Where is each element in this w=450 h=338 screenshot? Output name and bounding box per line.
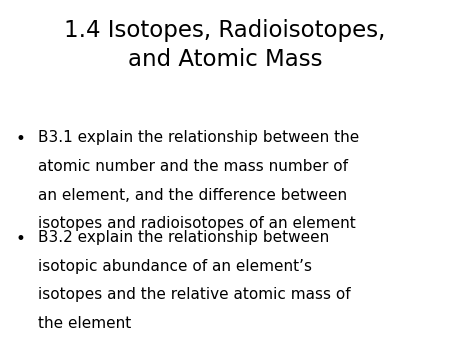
Text: isotopes and the relative atomic mass of: isotopes and the relative atomic mass of [38,287,351,302]
Text: an element, and the difference between: an element, and the difference between [38,188,347,202]
Text: •: • [16,230,26,248]
Text: isotopic abundance of an element’s: isotopic abundance of an element’s [38,259,312,273]
Text: atomic number and the mass number of: atomic number and the mass number of [38,159,348,174]
Text: 1.4 Isotopes, Radioisotopes,
and Atomic Mass: 1.4 Isotopes, Radioisotopes, and Atomic … [64,19,386,71]
Text: the element: the element [38,316,131,331]
Text: •: • [16,130,26,148]
Text: B3.2 explain the relationship between: B3.2 explain the relationship between [38,230,329,245]
Text: B3.1 explain the relationship between the: B3.1 explain the relationship between th… [38,130,360,145]
Text: isotopes and radioisotopes of an element: isotopes and radioisotopes of an element [38,216,356,231]
